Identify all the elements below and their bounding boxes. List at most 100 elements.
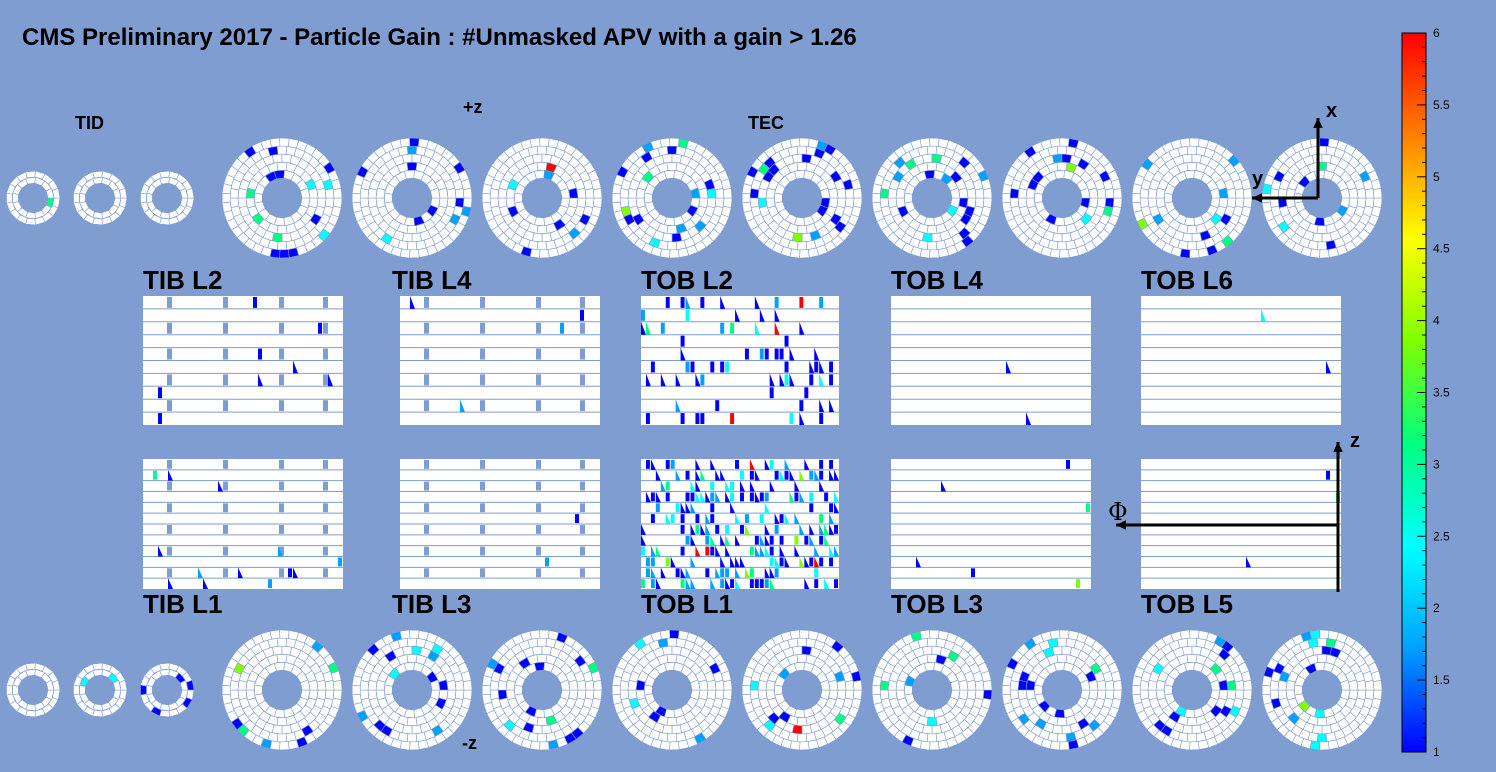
notch [424, 400, 429, 412]
module [399, 629, 411, 640]
module-hit [749, 470, 754, 480]
module-hit [1086, 503, 1090, 513]
module [799, 741, 810, 751]
module-hit [700, 413, 705, 424]
notch [480, 348, 485, 360]
module [1164, 192, 1173, 204]
module [584, 680, 595, 691]
module-hit [774, 556, 780, 568]
tid-disk-minus-1 [6, 662, 61, 718]
module [669, 137, 680, 147]
module [796, 162, 808, 171]
module [966, 679, 977, 691]
module [937, 247, 950, 258]
module-hit [779, 557, 784, 567]
module-hit [641, 321, 646, 335]
tec-disk-plus-8 [1131, 137, 1253, 259]
module-hit [740, 556, 745, 568]
module [666, 162, 678, 171]
module-hit [650, 361, 655, 373]
module [454, 680, 465, 691]
module [269, 137, 281, 148]
module [1056, 145, 1068, 155]
notch [279, 400, 284, 412]
module-hit [725, 491, 731, 503]
module [146, 684, 153, 696]
module [79, 684, 86, 696]
notch [323, 460, 328, 469]
module [627, 689, 638, 701]
module-hit [774, 297, 779, 308]
module-hit [715, 469, 721, 481]
module [454, 188, 465, 199]
module [1186, 717, 1198, 726]
notch [480, 525, 485, 534]
notch [279, 460, 284, 469]
module [6, 684, 13, 696]
notch [424, 348, 429, 360]
module [1056, 225, 1068, 234]
module-hit [794, 545, 800, 557]
module-hit [715, 525, 720, 534]
colorbar-tick-label: 4.5 [1433, 242, 1450, 256]
module [741, 693, 752, 705]
module [384, 684, 393, 696]
module-hit [735, 567, 740, 579]
module-hit [809, 374, 814, 386]
module-hit [757, 197, 768, 209]
module [592, 188, 603, 199]
module-hit [784, 513, 790, 524]
module [974, 188, 985, 199]
tec-disk-plus-6 [871, 137, 993, 259]
module [1189, 741, 1200, 751]
module-hit [700, 469, 706, 481]
module [1104, 680, 1115, 691]
module [409, 629, 420, 639]
tec-disk-minus-6 [871, 629, 993, 751]
module-hit [650, 579, 655, 588]
module [1226, 187, 1237, 199]
notch [424, 460, 429, 469]
module-hit [829, 460, 834, 469]
module-hit [819, 470, 824, 480]
module [481, 192, 491, 204]
module-hit [560, 322, 564, 334]
module [666, 225, 678, 234]
module [1056, 637, 1068, 647]
notch [167, 322, 172, 334]
module [273, 661, 285, 672]
module-hit [829, 399, 835, 413]
module [1316, 241, 1328, 251]
module-hit [809, 524, 815, 535]
module [706, 679, 717, 691]
module-hit [406, 162, 418, 171]
module-hit [769, 578, 775, 589]
module-hit [789, 469, 795, 481]
module [844, 188, 855, 199]
module [1327, 739, 1340, 750]
module [1061, 724, 1073, 735]
module-hit [655, 503, 660, 513]
module-hit [982, 689, 993, 700]
module [481, 684, 491, 696]
module [529, 137, 541, 148]
module-hit [645, 568, 650, 578]
module [1164, 684, 1173, 696]
module [406, 241, 418, 251]
barrel-tib-l4 [400, 296, 600, 425]
module-hit [784, 374, 789, 386]
tec-disk-minus-3 [481, 629, 603, 751]
module-hit [1319, 137, 1330, 147]
module-hit [769, 480, 775, 492]
module [1001, 693, 1012, 705]
module-hit [764, 459, 770, 470]
module [1034, 192, 1043, 204]
module [332, 689, 343, 700]
module-hit [809, 360, 815, 374]
module-hit [735, 534, 740, 546]
module-hit [158, 413, 162, 424]
module [807, 247, 820, 258]
module-hit [715, 400, 720, 412]
module [186, 187, 195, 199]
module-hit [720, 556, 726, 568]
